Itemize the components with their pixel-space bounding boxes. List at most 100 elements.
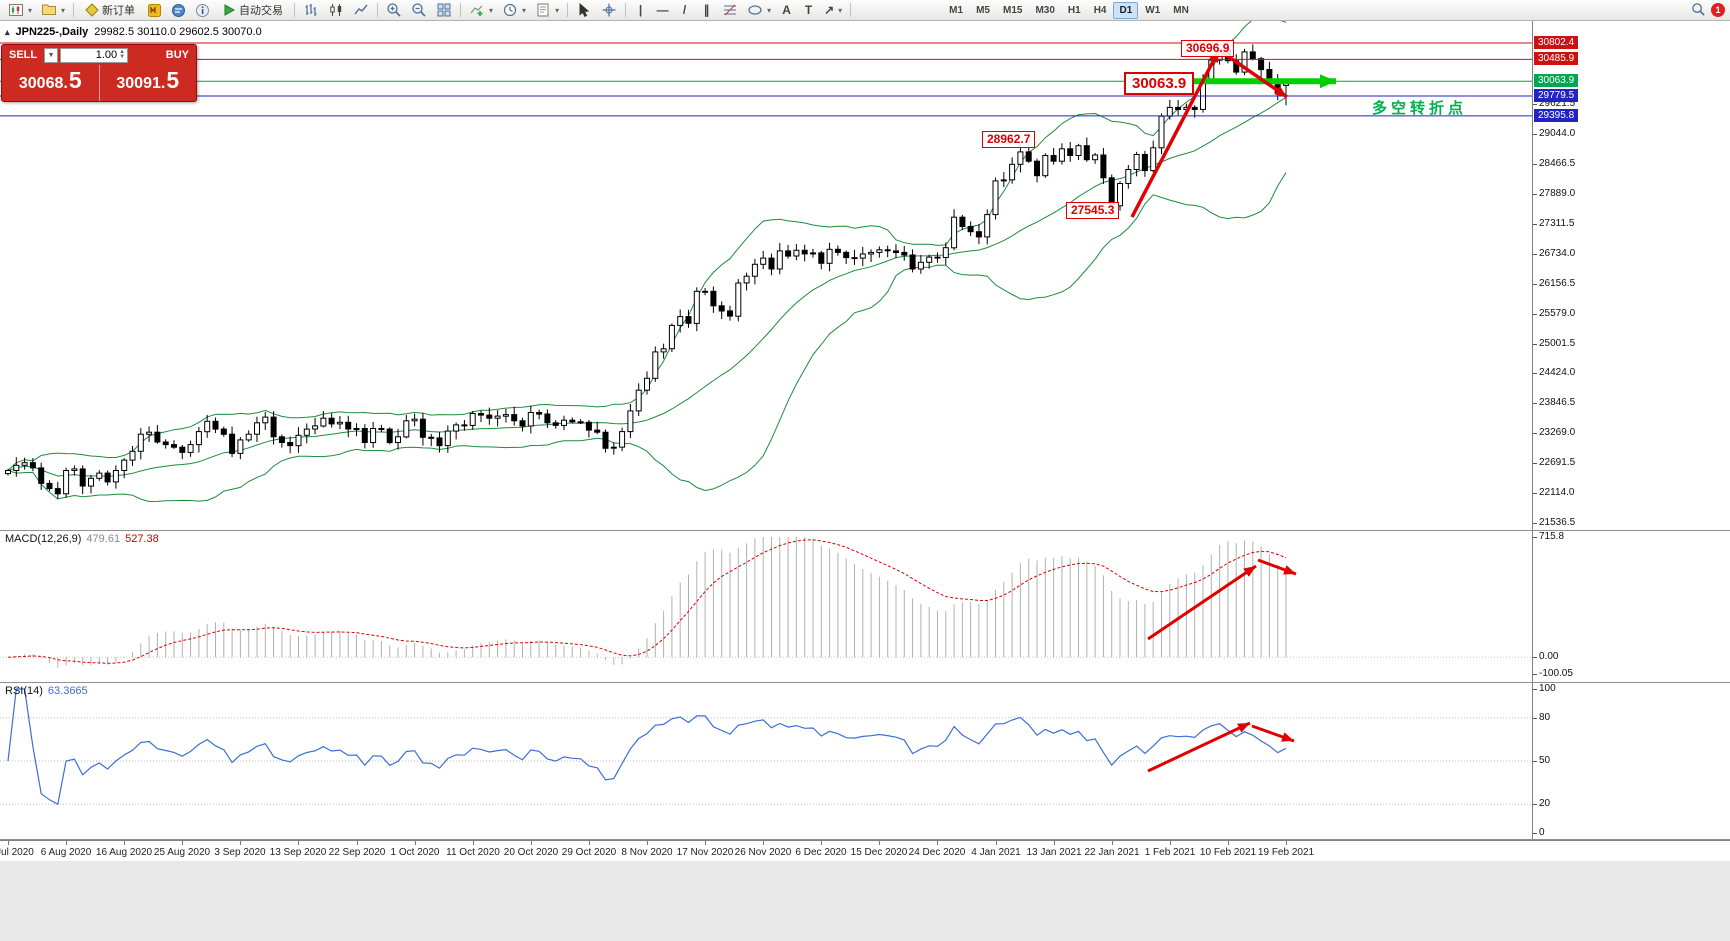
indicators-button[interactable]: ▾ [465, 1, 497, 19]
buy-button[interactable]: 30091. 5 [100, 65, 197, 101]
mql5-button[interactable] [143, 1, 166, 19]
community-button[interactable] [167, 1, 190, 19]
pivot-note-text[interactable]: 多空转折点 [1372, 100, 1468, 117]
new-chart-button[interactable]: ▾ [4, 1, 36, 19]
timeframe-button-M5[interactable]: M5 [976, 4, 990, 16]
profiles-icon [42, 4, 57, 15]
chart-candles-button[interactable] [324, 1, 348, 19]
fibonacci-icon [724, 4, 737, 16]
date-label: 25 Aug 2020 [153, 847, 211, 858]
trade-widget-price-row: 30068. 5 30091. 5 [2, 65, 196, 101]
price-annotation[interactable]: 30696.9 [1181, 40, 1235, 57]
price-level-tag: 29779.5 [1534, 89, 1579, 102]
cursor-button[interactable] [572, 1, 596, 19]
new-order-button[interactable]: 新订单 [78, 1, 142, 19]
zoom-out-button[interactable] [407, 1, 431, 19]
rsi-scale-label: 50 [1539, 755, 1551, 766]
price-tick-label: 29621.5 [1539, 98, 1576, 109]
arrow-tool-button[interactable]: ↗ ▾ [820, 1, 846, 19]
timeframe-button-H4[interactable]: H4 [1093, 4, 1107, 16]
rsi-axis[interactable]: 100 80 50 20 0 [1532, 683, 1730, 839]
timeframe-toolbar: M1 M5 M15 M30 H1 H4 D1 W1 MN [943, 1, 1195, 19]
lot-size-input[interactable]: 1.00 ▲ ▼ [60, 47, 129, 63]
price-tick-label: 22114.0 [1539, 487, 1575, 498]
horizontal-line-button[interactable]: — [652, 1, 673, 19]
panel-splitter[interactable] [0, 682, 1730, 683]
toolbar-right-group: 1 [1691, 2, 1725, 17]
dropdown-caret-icon: ▾ [555, 5, 560, 15]
rsi-name: RSI(14) [5, 685, 43, 697]
date-label: 16 Aug 2020 [95, 847, 153, 858]
price-tick-label: 25579.0 [1539, 308, 1576, 319]
timeframe-button-MN[interactable]: MN [1173, 4, 1189, 16]
channel-button[interactable]: ∥ [696, 1, 717, 19]
panel-splitter[interactable] [0, 530, 1730, 531]
panel-splitter[interactable] [0, 839, 1730, 840]
date-label: 22 Jan 2021 [1084, 847, 1140, 858]
chart-bars-button[interactable] [299, 1, 323, 19]
zoom-in-button[interactable] [382, 1, 406, 19]
price-annotation[interactable]: 27545.3 [1066, 202, 1120, 219]
shapes-button[interactable]: ▾ [743, 1, 775, 19]
rsi-canvas[interactable] [0, 683, 1532, 839]
periods-button[interactable]: ▾ [498, 1, 530, 19]
cursor-icon [579, 2, 590, 17]
template-icon [537, 3, 549, 17]
date-label: 8 Nov 2020 [621, 847, 673, 858]
new-order-icon [85, 3, 99, 17]
label-button[interactable]: T [798, 1, 819, 19]
buy-price-pip: 5 [166, 67, 180, 93]
date-label: 1 Oct 2020 [390, 847, 440, 858]
timeframe-button-M30[interactable]: M30 [1035, 4, 1055, 16]
timeframe-button-M15[interactable]: M15 [1002, 4, 1023, 16]
date-label: 6 Aug 2020 [40, 847, 92, 858]
price-axis[interactable]: 29621.5 29044.0 28466.5 27889.0 27311.5 26734… [1532, 21, 1730, 530]
rsi-scale-label: 100 [1539, 683, 1556, 694]
timeframe-button-H1[interactable]: H1 [1067, 4, 1081, 16]
crosshair-button[interactable] [597, 1, 621, 19]
toolbar-separator [73, 3, 75, 17]
trendline-button[interactable]: / [674, 1, 695, 19]
order-type-dropdown[interactable]: ▼ [44, 47, 59, 63]
tile-windows-button[interactable] [432, 1, 456, 19]
autotrading-button[interactable]: 自动交易 [215, 1, 290, 19]
arrow-tool-icon: ↗ [824, 3, 835, 17]
macd-canvas[interactable] [0, 531, 1532, 682]
info-button[interactable] [191, 1, 214, 19]
profiles-button[interactable]: ▾ [37, 1, 69, 19]
templates-button[interactable]: ▾ [531, 1, 563, 19]
price-tick-label: 23269.0 [1539, 427, 1576, 438]
macd-label: MACD(12,26,9) 479.61 527.38 [5, 533, 159, 545]
date-label: 13 Jan 2021 [1026, 847, 1082, 858]
macd-scale-label: -100.05 [1539, 668, 1573, 679]
main-chart-canvas[interactable] [0, 21, 1532, 530]
date-label: 11 Oct 2020 [446, 847, 500, 858]
buy-label: BUY [165, 49, 189, 61]
sell-button[interactable]: 30068. 5 [2, 65, 100, 101]
text-button[interactable]: A [776, 1, 797, 19]
tile-windows-icon [437, 3, 451, 17]
date-label: 24 Dec 2020 [908, 847, 966, 858]
price-annotation[interactable]: 30063.9 [1124, 72, 1195, 95]
timeframe-button-W1[interactable]: W1 [1145, 4, 1161, 16]
timeframe-button-M1[interactable]: M1 [949, 4, 964, 16]
macd-axis[interactable]: 715.8 0.00 -100.05 [1532, 531, 1730, 682]
price-annotation[interactable]: 28962.7 [982, 131, 1036, 148]
lot-spinner[interactable]: ▲ ▼ [119, 49, 125, 60]
rsi-scale-label: 20 [1539, 798, 1551, 809]
chart-title: ▴ JPN225-,Daily 29982.5 30110.0 29602.5 … [5, 25, 262, 39]
search-icon[interactable] [1691, 2, 1706, 17]
notification-badge[interactable]: 1 [1711, 2, 1725, 17]
toolbar-separator [625, 3, 627, 17]
chart-line-button[interactable] [349, 1, 373, 19]
price-tick-label: 25001.5 [1539, 338, 1576, 349]
vertical-line-button[interactable]: | [630, 1, 651, 19]
ellipse-shape-icon [748, 5, 762, 15]
info-icon [196, 3, 210, 17]
timeframe-button-D1[interactable]: D1 [1113, 1, 1139, 19]
indicators-icon [470, 5, 483, 16]
date-label: 29 Oct 2020 [561, 847, 617, 858]
fibonacci-button[interactable] [718, 1, 742, 19]
macd-name: MACD(12,26,9) [5, 533, 82, 545]
